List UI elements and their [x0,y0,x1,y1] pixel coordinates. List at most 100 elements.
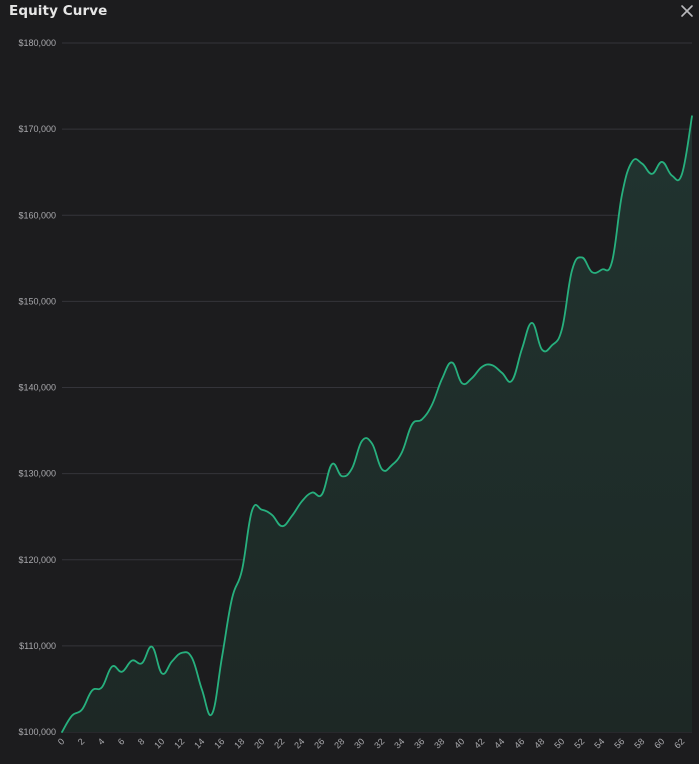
data-point[interactable] [90,688,95,693]
x-tick-label: 48 [532,736,546,750]
data-point[interactable] [140,661,145,666]
data-point[interactable] [280,524,285,529]
data-point[interactable] [80,707,85,712]
data-point[interactable] [320,492,325,497]
data-point[interactable] [630,159,635,164]
data-point[interactable] [240,568,245,573]
data-point[interactable] [620,192,625,197]
data-point[interactable] [470,376,475,381]
close-button[interactable] [677,1,697,21]
y-tick-label: $170,000 [18,124,56,134]
data-point[interactable] [600,267,605,272]
y-axis-ticks: $100,000 $110,000 $120,000 $130,000 $140,000… [18,38,56,737]
data-point[interactable] [570,268,575,273]
data-point[interactable] [370,441,375,446]
data-point[interactable] [540,347,545,352]
y-tick-label: $110,000 [19,641,56,651]
data-point[interactable] [520,346,525,351]
data-point[interactable] [380,467,385,472]
close-icon [681,5,693,17]
x-tick-label: 46 [512,736,526,750]
y-tick-label: $140,000 [18,383,56,393]
data-point[interactable] [70,713,75,718]
data-point[interactable] [180,650,185,655]
y-tick-label: $160,000 [18,210,56,220]
data-point[interactable] [120,669,125,674]
x-tick-label: 10 [152,736,166,750]
x-tick-label: 2 [76,736,87,747]
x-tick-label: 40 [452,736,466,750]
data-point[interactable] [510,378,515,383]
data-point[interactable] [150,644,155,649]
x-tick-label: 26 [312,736,326,750]
x-tick-label: 44 [492,736,506,750]
data-point[interactable] [330,462,335,467]
data-point[interactable] [500,370,505,375]
data-point[interactable] [270,512,275,517]
x-axis-ticks: 0 2 4 6 8 10 12 14 16 18 20 22 24 26 28 30 32 34 36 38 40 42 4… [56,736,687,750]
data-point[interactable] [450,360,455,365]
data-point[interactable] [340,474,345,479]
data-point[interactable] [190,655,195,660]
grid-lines [62,42,692,733]
data-point[interactable] [590,270,595,275]
data-point[interactable] [680,171,685,176]
equity-area [62,116,692,732]
x-tick-label: 58 [632,736,646,750]
data-point[interactable] [260,507,265,512]
data-point[interactable] [300,499,305,504]
data-point[interactable] [350,466,355,471]
data-point[interactable] [490,363,495,368]
data-point[interactable] [440,376,445,381]
data-point[interactable] [420,417,425,422]
data-point[interactable] [210,711,215,716]
data-point[interactable] [650,171,655,176]
x-tick-label: 62 [672,736,686,750]
data-point[interactable] [390,463,395,468]
data-point[interactable] [170,659,175,664]
data-point[interactable] [560,326,565,331]
x-tick-label: 32 [372,736,386,750]
data-point[interactable] [220,655,225,660]
data-point[interactable] [400,450,405,455]
data-point[interactable] [660,159,665,164]
data-point[interactable] [160,671,165,676]
y-tick-label: $150,000 [18,296,56,306]
data-point[interactable] [60,730,65,735]
data-point[interactable] [200,687,205,692]
data-point[interactable] [360,438,365,443]
data-point[interactable] [410,422,415,427]
data-point[interactable] [640,161,645,166]
data-point[interactable] [550,343,555,348]
data-point[interactable] [130,658,135,663]
equity-area-fill [62,116,692,732]
x-tick-label: 38 [432,736,446,750]
x-tick-label: 30 [352,736,366,750]
data-point[interactable] [460,381,465,386]
x-tick-label: 56 [612,736,626,750]
x-tick-label: 24 [292,736,306,750]
y-tick-label: $100,000 [18,727,56,737]
data-point[interactable] [110,664,115,669]
data-point[interactable] [290,513,295,518]
x-tick-label: 22 [272,736,286,750]
data-point[interactable] [430,402,435,407]
x-tick-label: 52 [572,736,586,750]
panel-title: Equity Curve [9,3,108,19]
x-tick-label: 8 [136,736,147,747]
data-point[interactable] [530,320,535,325]
data-point[interactable] [670,173,675,178]
data-point[interactable] [250,508,255,513]
data-point[interactable] [610,259,615,264]
data-point[interactable] [310,490,315,495]
x-tick-label: 16 [212,736,226,750]
x-tick-label: 60 [652,736,666,750]
data-point[interactable] [580,255,585,260]
data-point[interactable] [100,685,105,690]
data-point[interactable] [230,596,235,601]
data-point[interactable] [480,364,485,369]
equity-series-line [61,115,693,733]
data-point[interactable] [690,114,695,119]
